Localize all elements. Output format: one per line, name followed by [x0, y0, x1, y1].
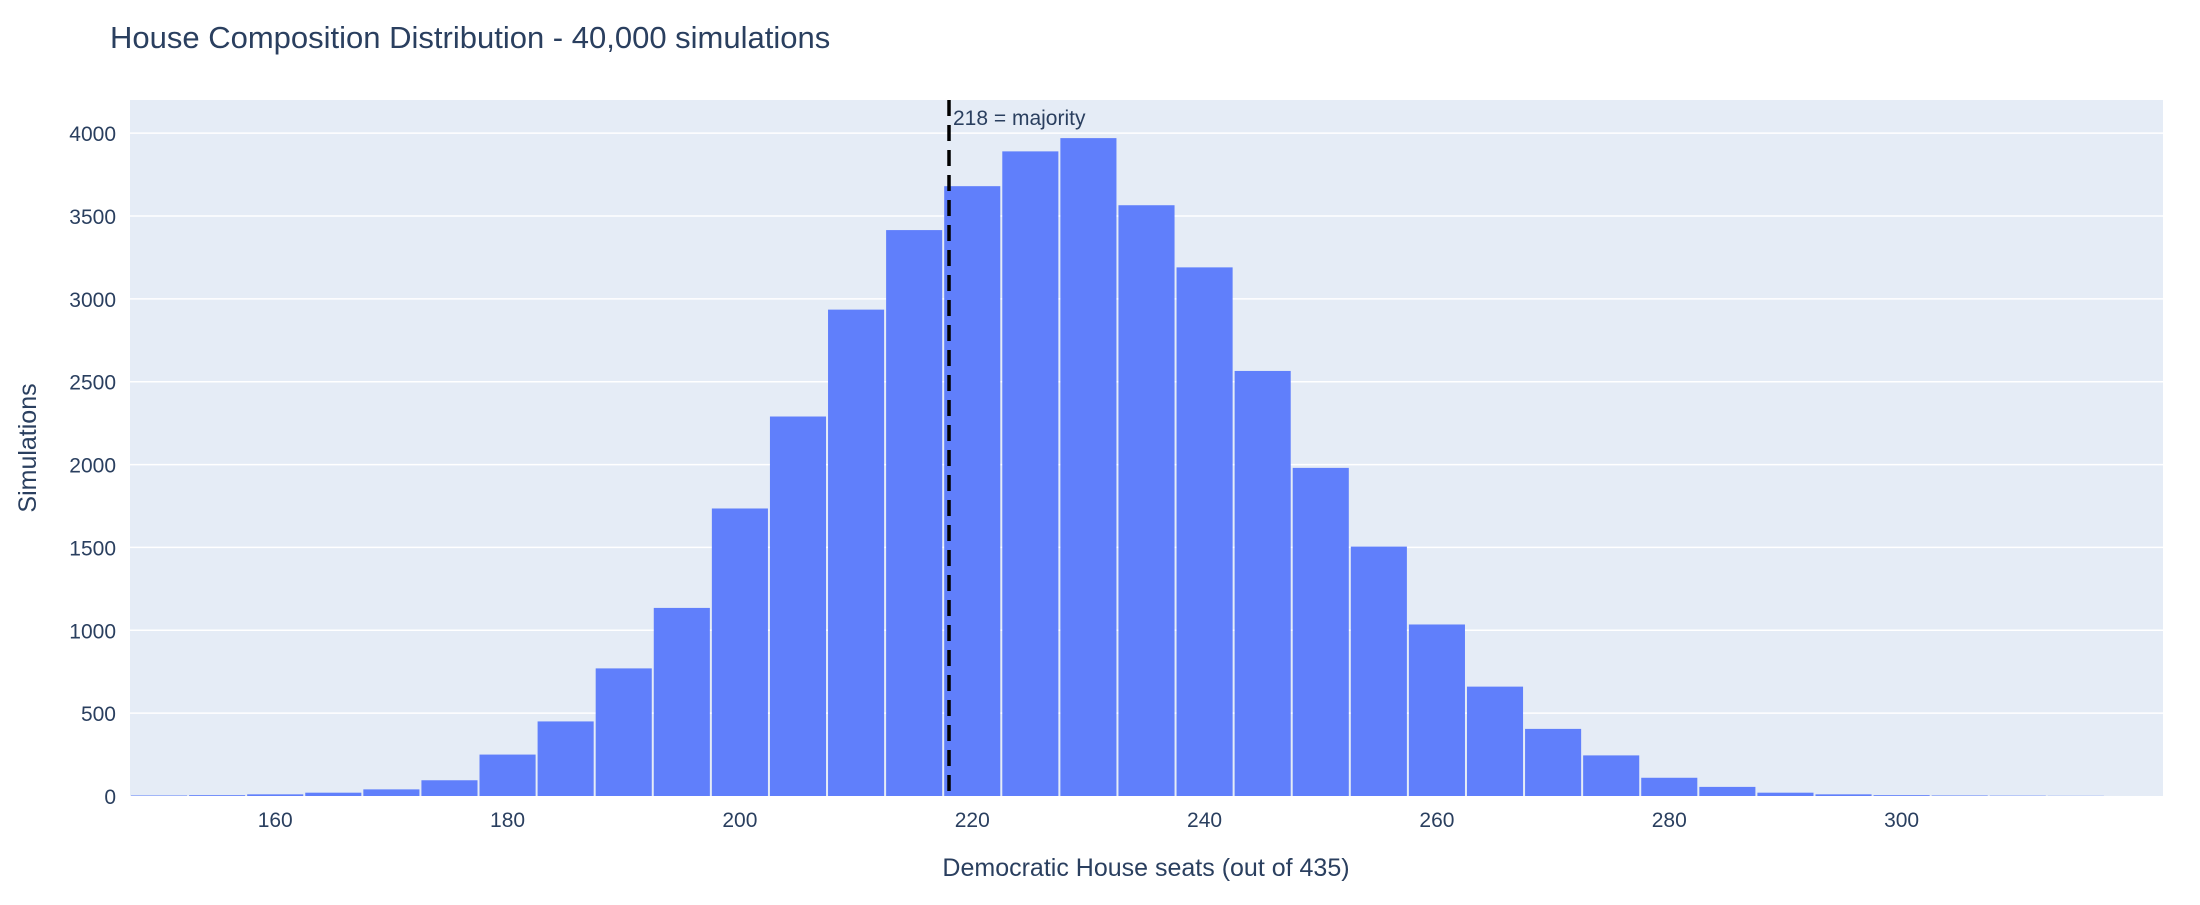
histogram-bar [944, 186, 1000, 796]
histogram-bar [247, 794, 303, 796]
x-tick-label: 160 [258, 809, 293, 832]
x-axis: 160 180 200 220 240 260 280 300 [258, 809, 1919, 832]
y-tick-label: 1000 [69, 620, 116, 643]
histogram-bar [421, 780, 477, 796]
histogram-bar [1525, 729, 1581, 796]
majority-label: 218 = majority [953, 107, 1086, 130]
histogram-bar [1409, 624, 1465, 796]
histogram-bar [712, 508, 768, 796]
y-tick-label: 1500 [69, 537, 116, 560]
histogram-bar [770, 417, 826, 796]
histogram-bar [886, 230, 942, 796]
y-tick-label: 3000 [69, 289, 116, 312]
x-tick-label: 220 [955, 809, 990, 832]
y-tick-label: 0 [104, 786, 116, 809]
y-axis-title: Simulations [14, 383, 42, 512]
histogram-bar [654, 608, 710, 796]
histogram-bar [189, 795, 245, 796]
histogram-bar [538, 721, 594, 796]
chart-title: House Composition Distribution - 40,000 … [110, 20, 830, 55]
histogram-bar [1699, 787, 1755, 796]
histogram-bar [1002, 151, 1058, 796]
histogram-bar [1757, 793, 1813, 796]
y-axis: 0 500 1000 1500 2000 2500 3000 3500 4000 [69, 123, 116, 809]
histogram-bar [828, 310, 884, 796]
histogram-bar [1118, 205, 1174, 796]
histogram-bar [305, 793, 361, 796]
histogram-bar [363, 789, 419, 796]
histogram-bar [1235, 371, 1291, 796]
histogram-bar [1060, 138, 1116, 796]
histogram-bar [1351, 547, 1407, 796]
histogram-bar [596, 668, 652, 796]
x-tick-label: 200 [722, 809, 757, 832]
y-tick-label: 500 [81, 703, 116, 726]
histogram-bar [1467, 687, 1523, 796]
histogram-bar [480, 755, 536, 796]
x-axis-title: Democratic House seats (out of 435) [942, 854, 1349, 882]
x-tick-label: 260 [1419, 809, 1454, 832]
histogram-bar [1177, 267, 1233, 796]
x-tick-label: 280 [1652, 809, 1687, 832]
histogram-bar [1815, 794, 1871, 796]
x-tick-label: 240 [1187, 809, 1222, 832]
histogram-bar [1583, 755, 1639, 796]
y-tick-label: 2000 [69, 455, 116, 478]
x-tick-label: 180 [490, 809, 525, 832]
histogram-bar [1293, 468, 1349, 796]
y-tick-label: 3500 [69, 206, 116, 229]
x-tick-label: 300 [1884, 809, 1919, 832]
histogram-bar [1874, 795, 1930, 796]
y-tick-label: 4000 [69, 123, 116, 146]
y-tick-label: 2500 [69, 372, 116, 395]
histogram-bar [1641, 778, 1697, 796]
